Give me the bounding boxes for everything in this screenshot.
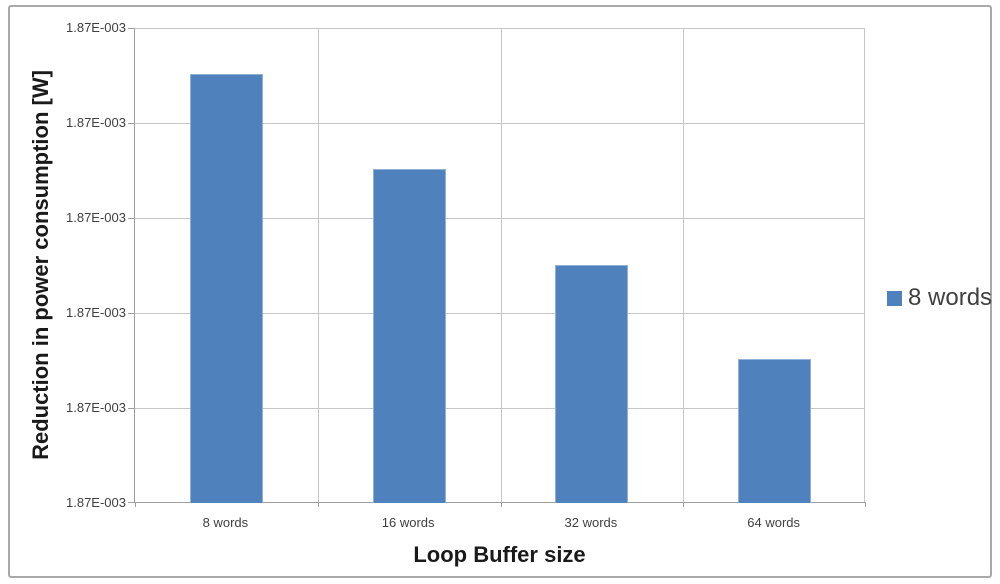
- category-boundary-gridline: [683, 28, 685, 502]
- y-tick-label: 1.87E-003: [66, 115, 126, 130]
- category-boundary-gridline: [500, 28, 502, 502]
- y-tick-label: 1.87E-003: [66, 20, 126, 35]
- category-boundary-gridline: [317, 28, 319, 502]
- x-axis-tick: [865, 502, 866, 507]
- horizontal-gridline: [135, 28, 864, 29]
- y-tick-label: 1.87E-003: [66, 305, 126, 320]
- horizontal-gridline: [135, 408, 864, 409]
- plot-area: [128, 28, 866, 507]
- x-axis-tick: [135, 502, 136, 507]
- x-axis-tick: [317, 502, 319, 507]
- legend-swatch-icon: [887, 290, 902, 306]
- y-axis-tick: [128, 313, 135, 314]
- horizontal-gridline: [135, 313, 864, 314]
- y-tick-label: 1.87E-003: [66, 495, 126, 510]
- x-category-label: 32 words: [564, 515, 618, 530]
- horizontal-gridline: [135, 123, 864, 124]
- y-axis-tick: [128, 123, 135, 124]
- y-tick-label: 1.87E-003: [66, 400, 126, 415]
- y-axis-tick: [128, 502, 135, 503]
- y-tick-label: 1.87E-003: [66, 210, 126, 225]
- bar-8-words: [189, 73, 263, 503]
- x-axis-title: Loop Buffer size: [413, 542, 586, 567]
- x-category-label: 64 words: [747, 515, 800, 530]
- x-category-label: 8 words: [202, 515, 249, 530]
- y-axis-tick: [128, 408, 135, 409]
- x-category-label: 16 words: [381, 515, 435, 530]
- y-axis-tick: [128, 218, 135, 219]
- legend-label: 8 words: [908, 284, 993, 311]
- y-axis-tick: [128, 28, 135, 29]
- x-axis-tick: [683, 502, 685, 507]
- horizontal-gridline: [135, 218, 864, 219]
- legend: 8 words: [887, 284, 992, 312]
- chart-frame: Reduction in power consumption [W] 1.87E…: [8, 5, 992, 578]
- bar-32-words: [555, 264, 629, 503]
- bar-16-words: [372, 168, 446, 503]
- x-axis-tick: [500, 502, 502, 507]
- bar-64-words: [738, 358, 812, 503]
